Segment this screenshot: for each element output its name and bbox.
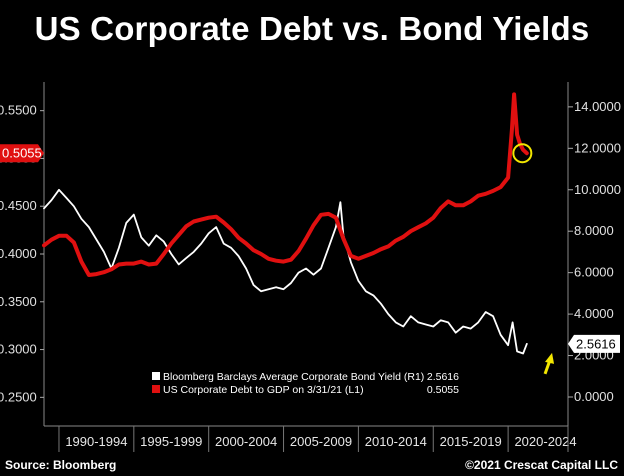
left-tick-label: 0.5500: [0, 103, 37, 118]
legend-series-name: Bloomberg Barclays Average Corporate Bon…: [163, 371, 424, 383]
right-tick-label: 6.0000: [574, 265, 614, 280]
x-tick-label: 2000-2004: [215, 434, 277, 449]
legend-swatch: [152, 385, 160, 393]
legend-series-name: US Corporate Debt to GDP on 3/31/21 (L1): [163, 384, 364, 396]
x-tick-label: 2020-2024: [514, 434, 576, 449]
right-tick-label: 8.0000: [574, 223, 614, 238]
legend-series-value: 0.5055: [427, 384, 459, 396]
x-tick-label: 1995-1999: [140, 434, 202, 449]
bond-yield-line: [43, 188, 528, 355]
left-tick-label: 0.4500: [0, 198, 37, 213]
x-tick-label: 1990-1994: [65, 434, 127, 449]
left-last-value-marker: [0, 144, 44, 163]
x-tick-label: 2015-2019: [440, 434, 502, 449]
highlight-circle: [512, 143, 533, 164]
right-last-value-label: 2.5616: [576, 336, 616, 351]
right-last-value-marker: [568, 334, 620, 353]
copyright-note: ©2021 Crescat Capital LLC: [465, 458, 618, 472]
source-note: Source: Bloomberg: [5, 458, 117, 472]
left-tick-label: 0.3500: [0, 294, 37, 309]
legend-swatch: [152, 372, 160, 380]
debt-to-gdp-line: [42, 92, 529, 277]
legend-series-value: 2.5616: [427, 371, 459, 383]
right-tick-label: 4.0000: [574, 306, 614, 321]
right-tick-label: 0.0000: [574, 389, 614, 404]
x-tick-label: 2010-2014: [365, 434, 427, 449]
right-tick-label: 12.0000: [574, 140, 621, 155]
up-arrow-head: [545, 352, 555, 364]
left-last-value-label: 0.5055: [2, 146, 42, 161]
right-tick-label: 14.0000: [574, 99, 621, 114]
chart-title: US Corporate Debt vs. Bond Yields: [34, 10, 590, 47]
left-tick-label: 0.2500: [0, 389, 37, 404]
left-tick-label: 0.4000: [0, 246, 37, 261]
x-tick-label: 2005-2009: [290, 434, 352, 449]
right-tick-label: 10.0000: [574, 182, 621, 197]
left-tick-label: 0.3000: [0, 342, 37, 357]
